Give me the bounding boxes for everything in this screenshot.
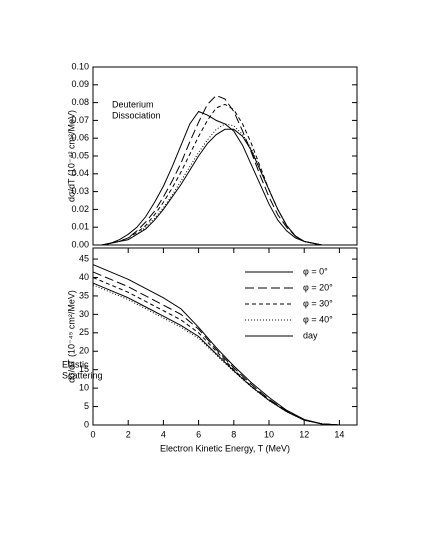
x-tick-label: 0 bbox=[90, 429, 95, 439]
x-axis-label: Electron Kinetic Energy, T (MeV) bbox=[160, 443, 290, 453]
legend-label: φ = 30° bbox=[303, 298, 333, 308]
y-tick-label: 40 bbox=[79, 272, 89, 282]
y-tick-label: 0.01 bbox=[71, 222, 89, 232]
series-line bbox=[92, 277, 340, 426]
legend-label: φ = 0° bbox=[303, 266, 328, 276]
y-tick-label: 0.07 bbox=[71, 115, 89, 125]
series-line bbox=[92, 282, 340, 426]
x-tick-label: 10 bbox=[264, 429, 274, 439]
y-tick-label: 30 bbox=[79, 309, 89, 319]
x-tick-label: 14 bbox=[334, 429, 344, 439]
series-line bbox=[93, 94, 322, 246]
series-line bbox=[92, 271, 340, 426]
x-tick-label: 8 bbox=[231, 429, 236, 439]
top-frame bbox=[92, 66, 358, 246]
y-tick-label: 0.05 bbox=[71, 150, 89, 160]
y-tick-label: 25 bbox=[79, 327, 89, 337]
x-tick-label: 12 bbox=[299, 429, 309, 439]
legend-label: φ = 20° bbox=[303, 282, 333, 292]
legend-label: φ = 40° bbox=[303, 314, 333, 324]
x-tick-label: 2 bbox=[126, 429, 131, 439]
y-tick-label: 5 bbox=[84, 401, 89, 411]
y-tick-label: 15 bbox=[79, 364, 89, 374]
annotation: Deuterium bbox=[112, 99, 154, 109]
series-line bbox=[93, 128, 322, 246]
y-tick-label: 20 bbox=[79, 346, 89, 356]
bottom-frame bbox=[92, 247, 358, 426]
y-axis-label: dσ/dT (10⁻⁴² cm²/MeV) bbox=[66, 110, 76, 202]
y-tick-label: 0.03 bbox=[71, 186, 89, 196]
series-line bbox=[93, 103, 322, 246]
y-tick-label: 0.08 bbox=[71, 97, 89, 107]
annotation: Elastic bbox=[62, 359, 89, 369]
y-tick-label: 0.04 bbox=[71, 168, 89, 178]
legend-label: day bbox=[303, 330, 318, 340]
x-tick-label: 4 bbox=[161, 429, 166, 439]
annotation: Scattering bbox=[62, 370, 103, 380]
y-tick-label: 0.09 bbox=[71, 79, 89, 89]
annotation: Dissociation bbox=[112, 110, 161, 120]
y-tick-label: 0.02 bbox=[71, 204, 89, 214]
y-tick-label: 10 bbox=[79, 383, 89, 393]
series-line bbox=[93, 110, 322, 246]
y-tick-label: 0.06 bbox=[71, 133, 89, 143]
x-tick-label: 6 bbox=[196, 429, 201, 439]
y-tick-label: 0 bbox=[84, 419, 89, 429]
y-tick-label: 0.00 bbox=[71, 239, 89, 249]
y-tick-label: 35 bbox=[79, 290, 89, 300]
y-tick-label: 0.10 bbox=[71, 61, 89, 71]
y-axis-label: dσ/dT (10⁻⁴⁵ cm²/MeV) bbox=[66, 290, 76, 383]
y-tick-label: 45 bbox=[79, 253, 89, 263]
